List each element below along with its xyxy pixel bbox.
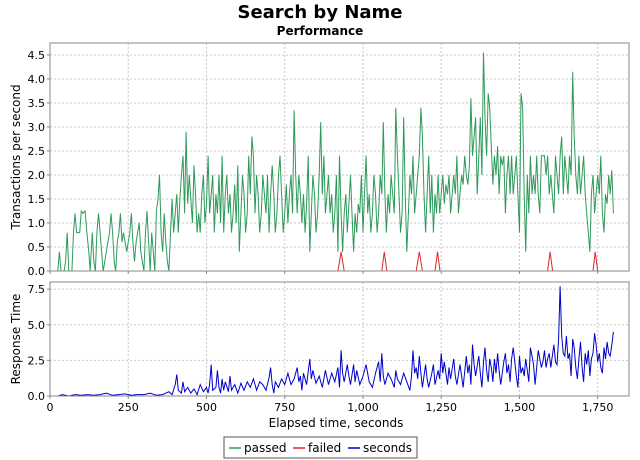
tps-ytick-label: 1.0: [28, 217, 46, 230]
tps-ytick-label: 4.5: [28, 49, 46, 62]
x-tick-label: 1,000: [347, 401, 379, 414]
rt-ytick-label: 5.0: [28, 319, 46, 332]
tps-ytick-label: 2.0: [28, 169, 46, 182]
tps-ytick-label: 4.0: [28, 73, 46, 86]
legend-box: [223, 436, 418, 459]
rt-ytick-label: 2.5: [28, 354, 46, 367]
tps-ytick-label: 3.5: [28, 97, 46, 110]
x-tick-label: 750: [274, 401, 295, 414]
x-tick-label: 500: [196, 401, 217, 414]
tps-ytick-label: 1.5: [28, 193, 46, 206]
rt-y-axis-label: Response Time: [9, 294, 23, 385]
x-tick-label: 1,250: [425, 401, 457, 414]
x-axis-label: Elapsed time, seconds: [269, 416, 404, 430]
x-tick-label: 1,500: [504, 401, 536, 414]
series-seconds-line: [57, 286, 614, 397]
x-tick-label: 0: [47, 401, 54, 414]
chart-subtitle: Performance: [276, 24, 364, 38]
x-tick-label: 250: [118, 401, 139, 414]
x-tick-label: 1,750: [582, 401, 614, 414]
tps-ytick-label: 2.5: [28, 145, 46, 158]
tps-plot-frame: [49, 42, 630, 272]
tps-ytick-label: 3.0: [28, 121, 46, 134]
legend-label-seconds: seconds: [363, 441, 412, 455]
rt-ytick-label: 0.0: [28, 390, 46, 403]
rt-plot-frame: [49, 281, 630, 397]
tps-ytick-label: 0.0: [28, 265, 46, 278]
series-passed-line: [57, 52, 614, 272]
tps-y-axis-label: Transactions per second: [9, 84, 23, 230]
legend-label-passed: passed: [244, 441, 286, 455]
legend-label-failed: failed: [308, 441, 341, 455]
chart-title: Search by Name: [237, 2, 403, 23]
rt-ytick-label: 7.5: [28, 283, 46, 296]
tps-ytick-label: 0.5: [28, 241, 46, 254]
